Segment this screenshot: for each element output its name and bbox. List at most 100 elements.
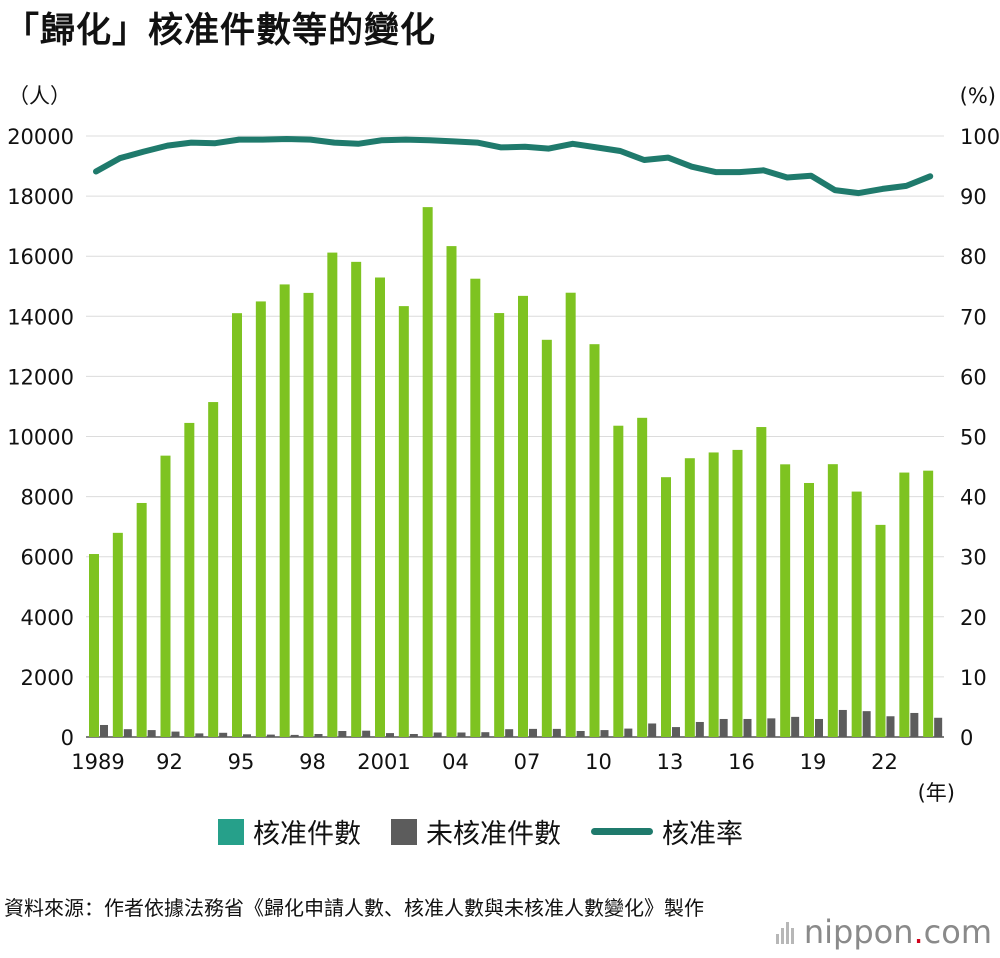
legend-swatch-approved	[218, 818, 244, 845]
gridlines	[86, 135, 944, 738]
bar-rejected	[624, 728, 633, 737]
bar-rejected	[743, 718, 752, 737]
rate-line	[93, 136, 934, 197]
right-axis-labels: 0 10 20 30 40 50 60 70 80 90 100	[960, 125, 1000, 750]
bar-rejected	[409, 733, 418, 737]
left-tick-label: 20000	[7, 125, 74, 149]
x-tick-label: 95	[228, 750, 255, 774]
left-tick-label: 6000	[21, 546, 74, 570]
left-tick-label: 18000	[7, 185, 74, 209]
bar-rejected	[600, 730, 609, 737]
bar-approved	[446, 246, 457, 737]
bar-approved	[232, 313, 242, 737]
bar-approved	[589, 344, 600, 737]
source-note: 資料來源：作者依據法務省《歸化申請人數、核准人數與未核准人數變化》製作	[4, 896, 704, 920]
legend-item-rate: 核准率	[591, 812, 743, 851]
bar-rejected	[362, 730, 371, 737]
brand-name: nippon	[803, 913, 914, 951]
bar-rejected	[719, 718, 728, 737]
bar-approved	[398, 306, 409, 737]
left-tick-label: 14000	[7, 305, 74, 329]
bar-approved	[708, 452, 719, 737]
bar-rejected	[576, 730, 585, 737]
bar-approved	[184, 422, 195, 737]
bar-rejected	[648, 723, 657, 737]
bar-rejected	[552, 728, 561, 737]
right-tick-label: 40	[960, 486, 987, 510]
left-tick-label: 12000	[7, 365, 74, 389]
line-group	[93, 136, 934, 197]
bar-approved	[827, 464, 838, 737]
bar-approved	[470, 278, 481, 737]
legend-swatch-rejected	[391, 818, 417, 845]
x-tick-label: 19	[800, 750, 827, 774]
left-tick-label: 4000	[21, 606, 74, 630]
bar-approved	[518, 295, 528, 737]
left-axis-labels: 0 2000 4000 6000 8000 10000 12000 14000 16000 180…	[7, 125, 74, 750]
bar-approved	[422, 207, 433, 737]
bar-approved	[89, 554, 99, 737]
right-tick-label: 60	[960, 365, 987, 389]
right-tick-label: 10	[960, 666, 987, 690]
brand-logo: nippon. com	[775, 913, 992, 951]
chart-canvas: 0 2000 4000 6000 8000 10000 12000 14000 16000 180…	[7, 84, 1000, 805]
legend-swatch-rate	[591, 828, 653, 835]
bar-rejected	[147, 730, 156, 737]
bar-rejected	[838, 709, 847, 737]
bar-group	[89, 207, 943, 737]
bar-rejected	[314, 733, 323, 737]
chart-title: 「歸化」核准件數等的變化	[4, 11, 437, 51]
bar-rejected	[672, 727, 680, 737]
bar-approved	[637, 417, 648, 737]
bar-approved	[923, 470, 934, 737]
bar-rejected	[100, 724, 108, 737]
bar-approved	[899, 472, 910, 737]
bar-rejected	[910, 712, 919, 737]
x-tick-label: 1989	[71, 750, 124, 774]
bar-approved	[851, 491, 862, 737]
bar-rejected	[219, 732, 228, 737]
right-tick-label: 100	[960, 125, 1000, 149]
bar-approved	[875, 524, 886, 737]
brand-tld: com	[923, 913, 992, 951]
x-tick-label: 92	[156, 750, 183, 774]
bar-rejected	[886, 716, 895, 737]
x-axis-unit: (年)	[918, 781, 955, 805]
bar-approved	[684, 458, 695, 737]
x-tick-label: 10	[585, 750, 612, 774]
x-tick-label: 2001	[357, 750, 410, 774]
bar-rejected	[934, 717, 943, 737]
bar-approved	[732, 449, 743, 737]
bar-approved	[541, 339, 552, 737]
bar-rejected	[862, 711, 871, 737]
legend-item-approved: 核准件數	[218, 812, 361, 851]
bar-approved	[780, 464, 791, 737]
left-axis-unit: （人）	[8, 84, 71, 108]
x-tick-label: 16	[728, 750, 755, 774]
left-tick-label: 16000	[7, 245, 74, 269]
bar-rejected	[481, 732, 490, 737]
right-tick-label: 20	[960, 606, 987, 630]
brand-dot: .	[913, 913, 924, 951]
bar-approved	[160, 455, 171, 737]
bar-rejected	[123, 729, 132, 737]
bar-approved	[255, 301, 266, 737]
right-tick-label: 90	[960, 185, 987, 209]
legend-label-rejected: 未核准件數	[426, 819, 561, 850]
bar-approved	[303, 292, 314, 737]
x-tick-label: 13	[657, 750, 684, 774]
bar-rejected	[791, 716, 800, 737]
x-tick-label: 07	[514, 750, 541, 774]
bar-rejected	[767, 718, 776, 737]
bar-rejected	[290, 734, 299, 737]
bar-approved	[661, 477, 671, 737]
x-axis-labels: 1989 92 95 98 2001 04 07 10 13 16 19 22	[71, 750, 898, 774]
brand-bars-icon	[775, 920, 796, 944]
bar-approved	[136, 502, 147, 737]
bar-rejected	[243, 734, 251, 737]
bar-approved	[112, 532, 123, 737]
right-tick-label: 0	[960, 726, 973, 750]
bar-rejected	[338, 730, 347, 737]
left-tick-label: 8000	[21, 486, 74, 510]
bar-rejected	[171, 731, 180, 737]
